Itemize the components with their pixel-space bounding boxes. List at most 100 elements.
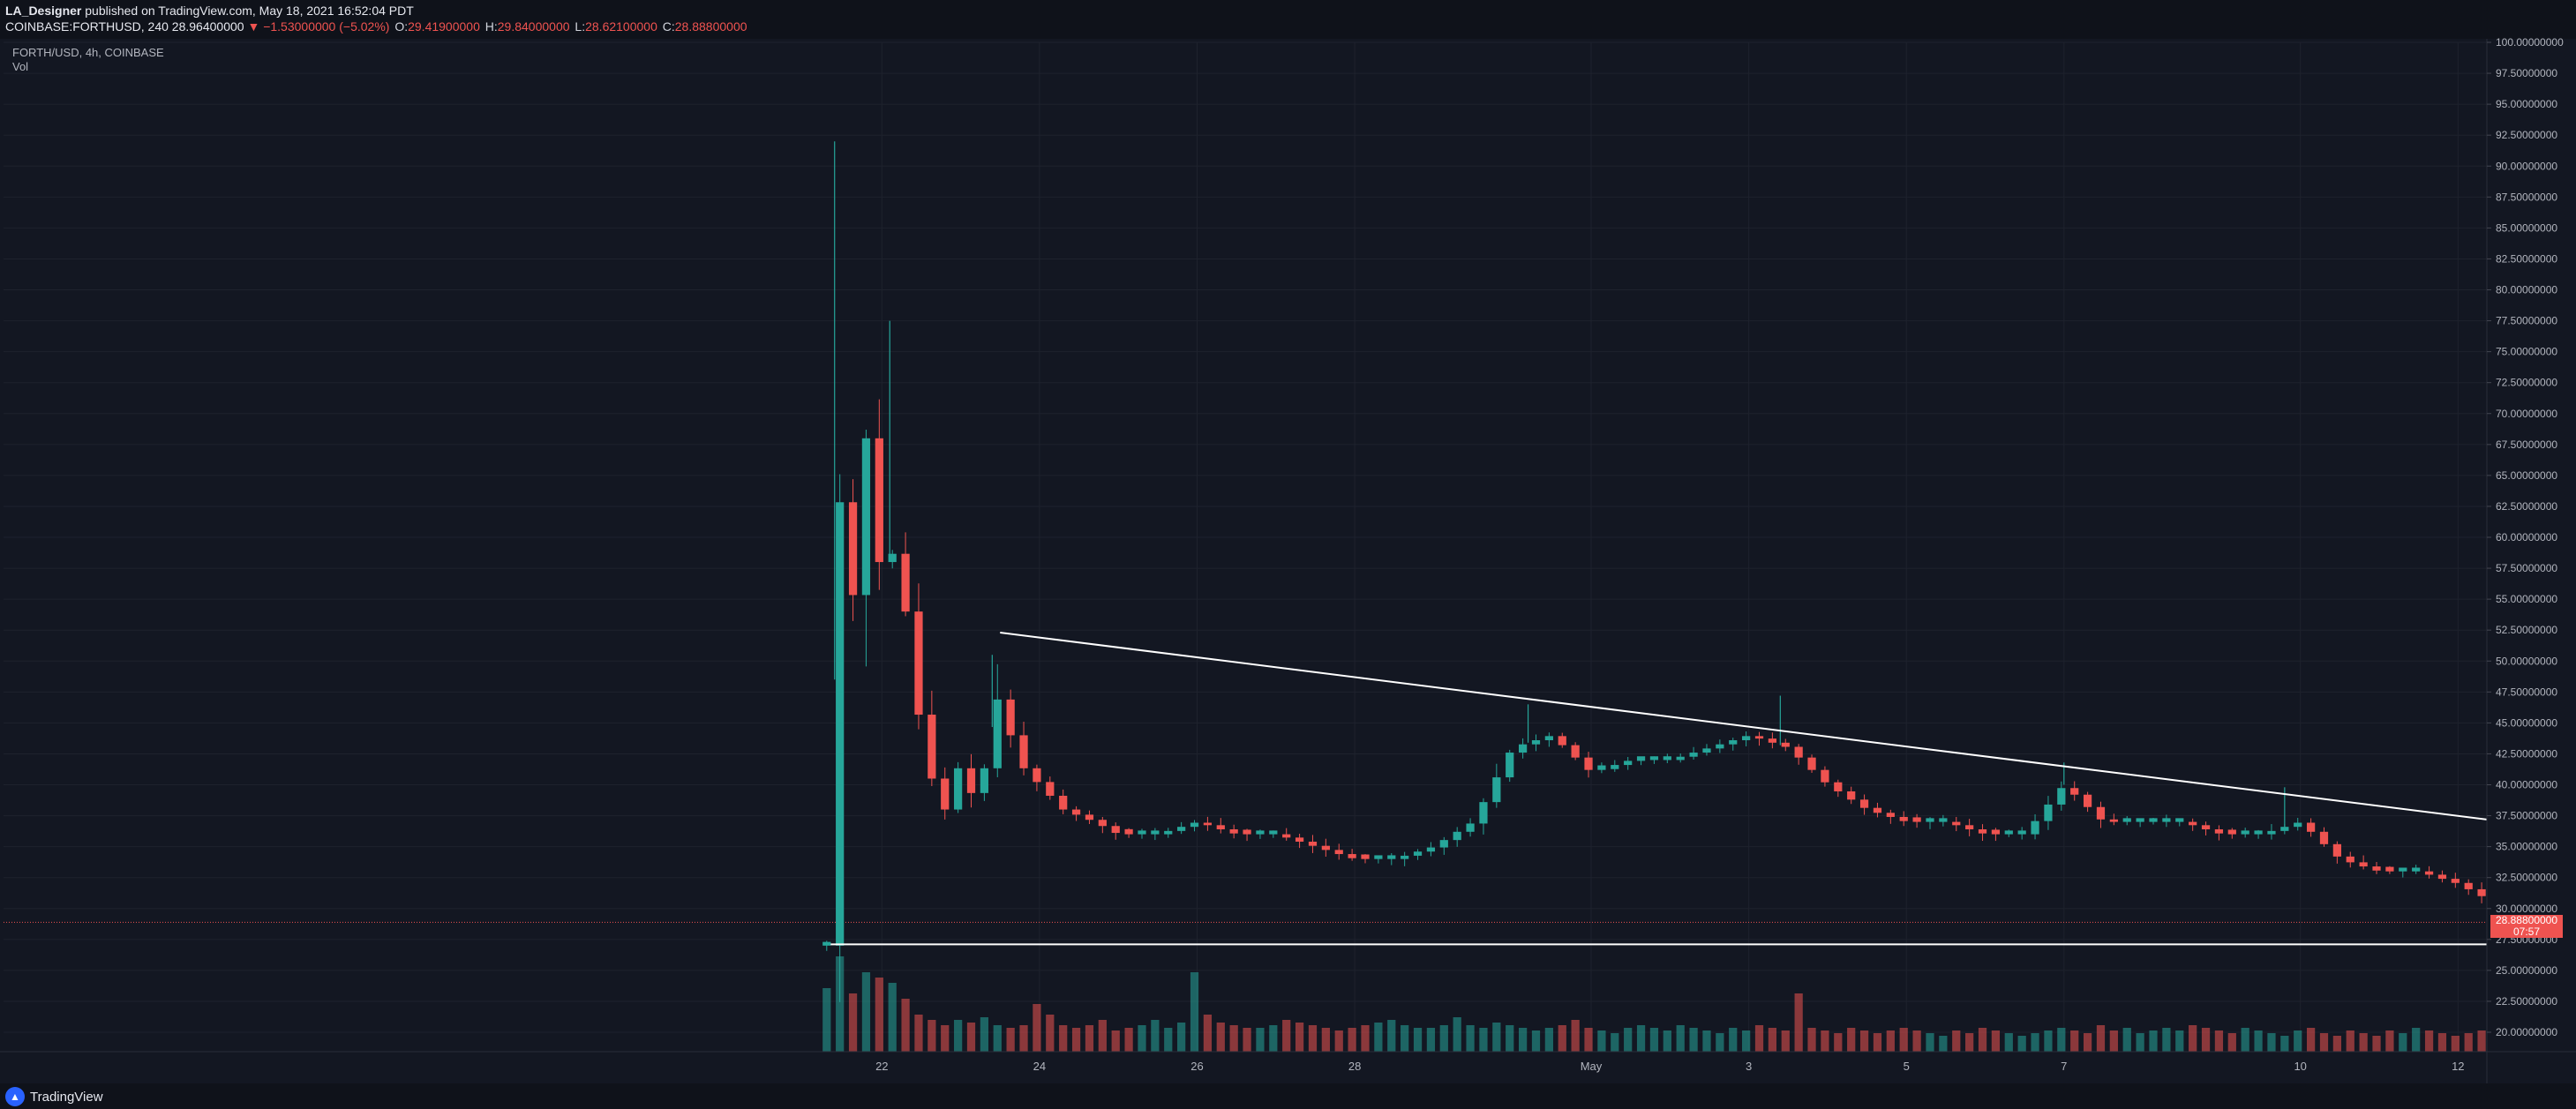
volume-bar [1413, 1028, 1423, 1052]
volume-bar [1821, 1030, 1829, 1052]
price-tick-label: 70.00000000 [2496, 408, 2557, 420]
volume-bar [1085, 1025, 1094, 1052]
volume-bar [2437, 1033, 2447, 1052]
candle-body [1649, 756, 1659, 761]
candle-body [1558, 736, 1566, 746]
candle-body [1033, 768, 1041, 783]
candle-body [1952, 821, 1961, 826]
price-tick-label: 37.50000000 [2496, 810, 2557, 822]
ohlc-line: COINBASE:FORTHUSD, 240 28.96400000 ▼ −1.… [5, 19, 747, 34]
candle-body [2057, 788, 2066, 805]
price-tick-label: 75.00000000 [2496, 346, 2557, 358]
price-axis: 20.0000000022.5000000025.0000000027.5000… [2486, 36, 2576, 1083]
candle-body [1466, 823, 1475, 832]
volume-bar [2057, 1028, 2066, 1052]
volume-bar [1151, 1020, 1160, 1052]
candle-body [2004, 830, 2013, 835]
publish-info: LA_Designer published on TradingView.com… [5, 4, 414, 18]
candle-body [1479, 802, 1488, 824]
volume-bar [2385, 1030, 2394, 1052]
price-tick-label: 45.00000000 [2496, 716, 2557, 729]
volume-bar [1071, 1028, 1081, 1052]
publisher-name[interactable]: LA_Designer [5, 4, 82, 18]
price-tick-label: 57.50000000 [2496, 562, 2557, 574]
published-text: published on TradingView.com, May 18, 20… [85, 4, 414, 18]
candle-body [941, 778, 950, 810]
candle-body [1111, 826, 1120, 834]
volume-bar [2319, 1033, 2329, 1052]
tradingview-branding[interactable]: ▲ TradingView [5, 1086, 103, 1107]
volume-bar [1518, 1028, 1528, 1052]
time-tick-label: May [1581, 1060, 1603, 1073]
volume-bar [861, 972, 871, 1052]
high-value: 29.84000000 [497, 19, 570, 34]
candle-body [1098, 820, 1107, 827]
volume-bar [1584, 1028, 1593, 1052]
candle-body [1138, 830, 1146, 835]
candle-body [2017, 830, 2026, 835]
candle-body [2227, 829, 2236, 835]
volume-bar [2122, 1028, 2131, 1052]
volume-bar [1807, 1028, 1816, 1052]
candle-body [1361, 854, 1370, 859]
price-tick-label: 67.50000000 [2496, 438, 2557, 451]
time-tick-label: 22 [875, 1060, 888, 1073]
price-tick-label: 92.50000000 [2496, 129, 2557, 141]
candle-body [1584, 757, 1593, 770]
candle-body [2201, 825, 2211, 829]
volume-bar [928, 1020, 936, 1052]
volume-bar [2227, 1033, 2236, 1052]
candle-body [1689, 753, 1698, 757]
candle-body [1439, 840, 1448, 848]
candle-body [2254, 830, 2263, 835]
candle-body [2044, 804, 2053, 821]
candle-body [848, 502, 858, 596]
volume-bar [2254, 1030, 2263, 1052]
volume-bar [1689, 1028, 1698, 1052]
candle-body [914, 611, 923, 716]
candle-body [1531, 740, 1541, 745]
candle-body [1256, 830, 1265, 835]
candle-body [980, 768, 989, 793]
volume-bar [1571, 1020, 1580, 1052]
volume-bar [1939, 1036, 1948, 1052]
volume-bar [1847, 1028, 1856, 1052]
volume-bar [1663, 1030, 1671, 1052]
volume-bar [2070, 1030, 2079, 1052]
candle-body [2306, 822, 2316, 832]
candle-body [2031, 821, 2039, 835]
candle-body [1597, 765, 1606, 770]
candle-body [2083, 794, 2092, 807]
volume-bar [1059, 1025, 1068, 1052]
volume-bar [1229, 1025, 1238, 1052]
volume-bar [1781, 1030, 1790, 1052]
volume-bar [2451, 1036, 2460, 1052]
volume-bar [1886, 1030, 1895, 1052]
candle-body [2399, 867, 2407, 872]
candle-body [1807, 757, 1816, 770]
price-tick-label: 97.50000000 [2496, 67, 2557, 79]
candle-body [1926, 818, 1934, 822]
candle-body [1702, 748, 1711, 753]
volume-bar [1374, 1023, 1383, 1052]
volume-bar [2412, 1028, 2421, 1052]
volume-bar [1912, 1030, 1921, 1052]
price-tick-label: 90.00000000 [2496, 160, 2557, 172]
volume-bar [1453, 1017, 1461, 1052]
price-tick-label: 35.00000000 [2496, 841, 2557, 853]
candle-body [1282, 834, 1291, 838]
candle-body [875, 438, 883, 563]
footer-bar [0, 1083, 2576, 1109]
volume-bar [2189, 1025, 2197, 1052]
volume-bar [1611, 1033, 1619, 1052]
pair-legend: FORTH/USD, 4h, COINBASE [12, 46, 164, 59]
candle-body [2241, 830, 2249, 835]
volume-bar [1624, 1028, 1633, 1052]
candle-body [1308, 842, 1318, 846]
candle-body [1348, 854, 1356, 858]
price-tick-label: 95.00000000 [2496, 98, 2557, 110]
volume-bar [1754, 1025, 1764, 1052]
candle-body [861, 438, 871, 596]
volume-bar [1768, 1028, 1777, 1052]
